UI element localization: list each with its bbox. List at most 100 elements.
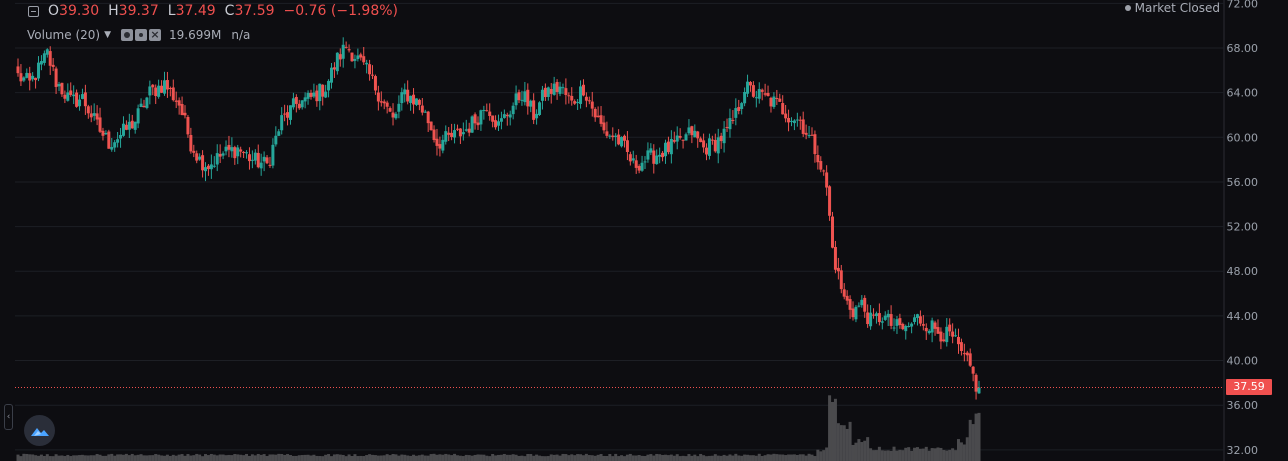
volume-bar [892,446,896,461]
volume-bar [414,455,418,461]
candle-body [473,114,477,124]
candle-body [892,327,896,329]
candle-body [778,98,782,102]
volume-bar [757,453,761,461]
volume-bar [192,455,196,461]
volume-bar [259,454,263,461]
volume-bar [763,455,767,461]
volume-bar [702,455,706,461]
candle-body [42,53,46,63]
volume-bar [306,454,310,461]
volume-bar [110,453,114,461]
high-value: 39.37 [118,3,159,19]
candle-body [813,134,817,155]
volume-bar [420,454,424,461]
close-icon[interactable]: × [149,28,161,41]
candle-body [576,101,580,103]
volume-bar [792,454,796,461]
volume-bar [227,454,231,461]
candle-body [168,88,172,90]
volume-bar [822,450,826,461]
candle-body [394,113,398,119]
candle-body [453,130,457,138]
volume-bar [956,439,960,461]
candle-body [611,135,615,138]
volume-bar [432,453,436,461]
chevron-down-icon[interactable]: ▼ [104,30,111,40]
candle-body [329,67,333,83]
candle-body [863,297,867,312]
candle-body [236,147,240,157]
low-value: 37.49 [175,3,216,19]
eye-icon[interactable] [121,29,133,41]
candle-body [57,84,61,87]
volume-bar [977,412,981,461]
y-tick-label: 32.00 [1227,444,1259,457]
logo-icon[interactable] [24,415,55,446]
volume-indicator-name[interactable]: Volume (20) [27,28,101,42]
candle-body [725,126,729,128]
candle-body [250,159,254,161]
volume-bar [535,454,539,461]
candle-body [69,90,73,95]
volume-bar [807,453,811,461]
volume-bar [608,454,612,461]
candle-body [227,144,231,150]
candle-body [699,138,703,143]
volume-bar [274,454,278,461]
candle-body [543,87,547,98]
volume-bar [204,454,208,461]
candle-body [201,155,205,171]
candle-body [962,353,966,355]
candle-body [464,129,468,131]
volume-bar [458,455,462,461]
volume-bar [300,455,304,461]
volume-bar [388,455,392,461]
volume-bar [95,453,99,461]
candle-body [350,52,354,62]
volume-bar [160,455,164,461]
candle-body [206,165,210,170]
volume-bar [810,454,814,461]
volume-bar [403,454,407,461]
candle-body [915,314,919,318]
close-label: C [224,3,235,19]
candle-body [866,312,870,325]
candle-body [535,113,539,119]
volume-bar [104,455,108,461]
volume-bar [625,454,629,461]
volume-bar [529,454,533,461]
candle-body [204,167,208,172]
volume-bar [499,454,503,461]
candle-body [910,323,914,327]
volume-bar [113,455,117,461]
candle-body [974,374,978,392]
volume-bar [772,453,776,461]
low-label: L [167,3,176,19]
volume-bar [371,454,375,461]
volume-bar [39,454,43,461]
candle-body [136,108,140,124]
volume-bar [880,450,884,461]
candle-body [365,62,369,65]
candle-body [151,84,155,88]
y-tick-label: 36.00 [1227,399,1259,412]
candle-body [520,99,524,101]
volume-bar [497,454,500,461]
gear-icon[interactable] [135,29,147,41]
volume-bar [54,454,58,461]
candle-body [511,105,515,115]
chevron-left-icon[interactable]: ‹ [4,404,13,430]
candle-body [385,102,389,107]
candle-body [186,116,190,135]
volume-bar [520,455,524,461]
collapse-icon[interactable] [28,5,39,17]
close-value: 37.59 [234,3,275,19]
volume-bar [951,448,955,461]
volume-bar [441,454,445,461]
volume-bar [543,456,547,461]
candle-body [321,84,325,97]
volume-bar [825,447,829,461]
